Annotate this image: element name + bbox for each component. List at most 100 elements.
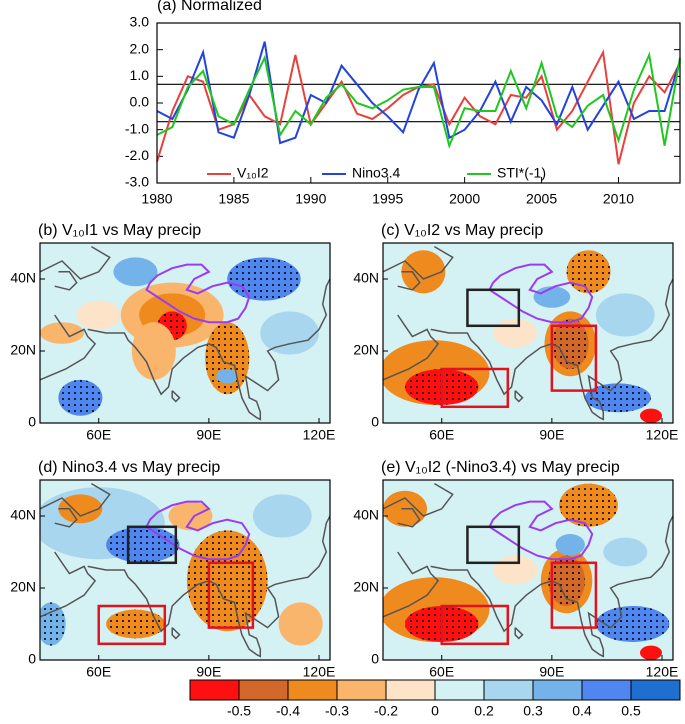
colorbar-box <box>483 679 534 701</box>
legend-label: STI*(-1) <box>497 165 546 181</box>
coastline <box>40 551 97 618</box>
line-panel: (a) Normalized3.02.01.00.0-1.0-2.0-3.019… <box>125 0 681 207</box>
x-tick-label: 90E <box>539 664 564 680</box>
colorbar-box <box>287 679 338 701</box>
x-tick-label: 1980 <box>141 191 172 207</box>
significance-stipple <box>595 606 670 642</box>
y-tick-label: -3.0 <box>125 174 149 190</box>
significance-stipple <box>40 602 66 646</box>
coastline <box>40 314 97 381</box>
coastline <box>87 515 330 658</box>
coastline <box>87 278 330 421</box>
x-tick-label: 2005 <box>526 191 557 207</box>
y-tick-label: 40N <box>353 507 379 523</box>
colorbar-label: -0.5 <box>227 703 251 719</box>
map-field <box>40 243 330 423</box>
coastline <box>397 508 421 528</box>
colorbar-label: -0.4 <box>276 703 300 719</box>
precip-anomaly <box>260 311 319 355</box>
y-tick-label: 0 <box>371 651 379 667</box>
map-frame <box>382 242 674 424</box>
region-box <box>126 525 178 565</box>
significance-stipple <box>58 379 103 416</box>
map-panel: (b) V₁₀I1 vs May precip 60E 90E 120E 0 20N 40N <box>10 222 335 442</box>
coastline <box>430 515 673 658</box>
x-tick-label: 120E <box>303 427 336 443</box>
colorbar-label: -0.3 <box>325 703 349 719</box>
coastline <box>383 482 454 517</box>
precip-anomaly <box>493 555 538 585</box>
precip-anomaly <box>639 645 662 660</box>
precip-anomaly <box>533 286 571 308</box>
region-box <box>466 288 521 328</box>
y-tick-label: 20N <box>353 342 379 358</box>
map-field <box>383 243 673 423</box>
significance-stipple <box>227 257 301 301</box>
plateau-contour <box>488 263 594 324</box>
y-tick-label: 40N <box>10 270 36 286</box>
region-box <box>466 525 521 565</box>
coastline <box>514 627 524 640</box>
y-tick-label: 40N <box>10 507 36 523</box>
chart-title: (a) Normalized <box>157 0 262 14</box>
significance-stipple <box>106 526 180 563</box>
map-frame <box>39 479 331 661</box>
x-tick-label: 120E <box>646 427 679 443</box>
colorbar-box <box>238 679 289 701</box>
significance-stipple <box>548 555 585 606</box>
precip-anomaly <box>40 322 85 344</box>
colorbar-box <box>532 679 583 701</box>
precip-anomaly <box>58 494 103 524</box>
map-frame <box>39 242 331 424</box>
colorbar-label: 0.3 <box>523 703 543 719</box>
colorbar-label: 0.5 <box>621 703 641 719</box>
x-tick-label: 1995 <box>372 191 403 207</box>
y-tick-label: 0.0 <box>130 94 150 110</box>
colorbar-label: 0 <box>431 703 439 719</box>
x-tick-label: 1990 <box>295 191 326 207</box>
map-title: (d) Nino3.4 vs May precip <box>38 459 220 476</box>
significance-stipple <box>186 530 268 632</box>
colorbar-box <box>581 679 632 701</box>
plateau-contour <box>145 500 251 561</box>
legend-label: V₁₀I2 <box>237 165 269 181</box>
x-tick-label: 120E <box>303 664 336 680</box>
y-tick-label: 40N <box>353 270 379 286</box>
y-tick-label: 1.0 <box>130 67 150 83</box>
x-tick-label: 90E <box>196 664 221 680</box>
coastline <box>430 278 673 421</box>
y-tick-label: 2.0 <box>130 40 150 56</box>
x-tick-label: 90E <box>539 427 564 443</box>
region-box <box>207 561 255 629</box>
precip-anomaly <box>168 501 213 531</box>
precip-anomaly <box>555 534 585 556</box>
coastline <box>40 245 111 280</box>
colorbar-label: 0.2 <box>474 703 494 719</box>
x-tick-label: 120E <box>646 664 679 680</box>
region-box <box>440 367 510 409</box>
plateau-contour <box>488 500 594 561</box>
y-tick-label: 0 <box>371 414 379 430</box>
significance-stipple <box>559 483 618 527</box>
region-box <box>440 604 510 646</box>
x-tick-label: 90E <box>196 427 221 443</box>
y-tick-label: 0 <box>28 414 36 430</box>
significance-stipple <box>205 322 250 395</box>
map-title: (c) V₁₀I2 vs May precip <box>381 222 543 239</box>
y-tick-label: 20N <box>353 579 379 595</box>
y-tick-label: -2.0 <box>125 147 149 163</box>
map-panel: (e) V₁₀I2 (-Nino3.4) vs May precip 60E 90E… <box>353 459 678 679</box>
significance-stipple <box>106 609 165 639</box>
coastline <box>514 390 524 403</box>
colorbar-box <box>385 679 436 701</box>
map-field <box>383 480 673 660</box>
series-line <box>156 41 681 145</box>
map-frame <box>382 479 674 661</box>
y-tick-label: 3.0 <box>130 14 150 30</box>
coastline <box>383 245 454 280</box>
coastline <box>54 271 78 291</box>
map-title: (b) V₁₀I1 vs May precip <box>38 222 201 239</box>
y-tick-label: 0 <box>28 651 36 667</box>
x-tick-label: 60E <box>86 427 111 443</box>
colorbar-box <box>189 679 240 701</box>
